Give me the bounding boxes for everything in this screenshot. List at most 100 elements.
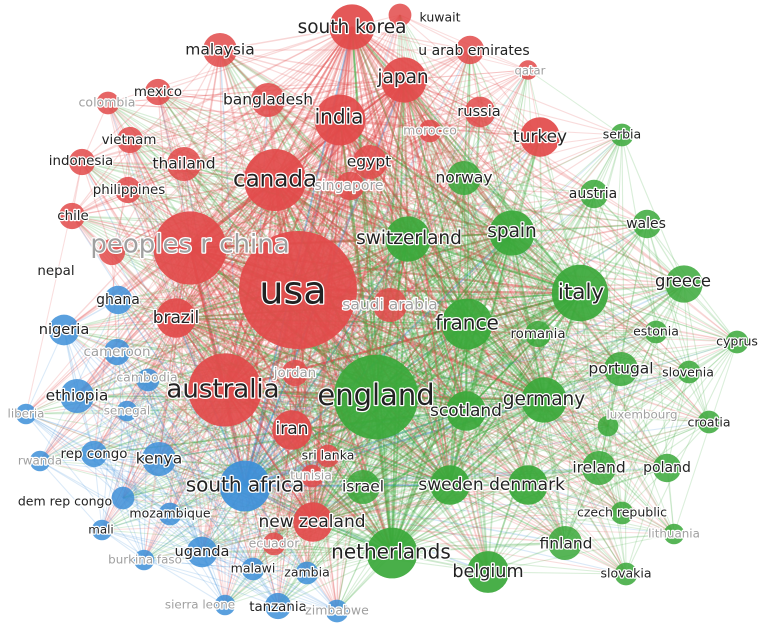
node-germany[interactable] — [521, 377, 567, 423]
node-switzerland[interactable] — [385, 216, 431, 262]
node-egypt[interactable] — [353, 145, 387, 179]
link-switzerland-kuwait — [399, 14, 409, 240]
node-ghana[interactable] — [103, 285, 133, 315]
link-slovenia-uganda — [201, 371, 690, 553]
link-france-uganda — [201, 323, 468, 553]
node-saudi-arabia[interactable] — [373, 288, 407, 322]
link-germany-jordan — [294, 372, 545, 401]
node-israel[interactable] — [346, 470, 380, 504]
node-lithuania[interactable] — [663, 523, 685, 545]
node-ethiopia[interactable] — [60, 379, 94, 413]
node-kenya[interactable] — [142, 442, 176, 476]
node-greece[interactable] — [665, 265, 703, 303]
node-slovenia[interactable] — [677, 360, 701, 384]
node-zambia[interactable] — [295, 561, 319, 585]
node-turkey[interactable] — [520, 117, 560, 157]
node-slovakia[interactable] — [614, 562, 638, 586]
node-ecuador[interactable] — [262, 532, 286, 556]
node-portugal[interactable] — [604, 352, 638, 386]
node-france[interactable] — [441, 298, 493, 350]
node-india[interactable] — [314, 94, 366, 146]
node-england[interactable] — [333, 354, 419, 440]
node-indonesia[interactable] — [68, 148, 96, 176]
node-austria[interactable] — [579, 179, 609, 209]
node-colombia[interactable] — [96, 91, 120, 115]
node-vietnam[interactable] — [116, 126, 144, 154]
node-malaysia[interactable] — [203, 33, 237, 67]
link-germany-russia — [479, 111, 545, 401]
node-tanzania[interactable] — [264, 592, 292, 620]
node-malawi[interactable] — [241, 557, 265, 581]
node-mali[interactable] — [91, 519, 113, 541]
node-romania[interactable] — [524, 320, 552, 348]
node-luxembourg[interactable] — [597, 415, 619, 437]
node-zimbabwe[interactable] — [325, 599, 349, 623]
node-czech-republic[interactable] — [610, 501, 634, 525]
node-mexico[interactable] — [144, 78, 172, 106]
node-tunisia[interactable] — [300, 464, 324, 488]
node-kuwait[interactable] — [388, 3, 412, 27]
node-norway[interactable] — [447, 161, 481, 195]
node-jordan[interactable] — [281, 359, 309, 387]
node-rwanda[interactable] — [29, 450, 51, 472]
node-qatar[interactable] — [518, 60, 538, 80]
node-belgium[interactable] — [467, 551, 509, 593]
node-brazil[interactable] — [156, 298, 196, 338]
node-morocco[interactable] — [418, 119, 442, 143]
node-thailand[interactable] — [167, 147, 201, 181]
node-cameroon[interactable] — [103, 338, 131, 366]
node-burkina-faso[interactable] — [133, 549, 155, 571]
link-netherlands-jordan — [294, 372, 393, 554]
node-mozambique[interactable] — [158, 502, 182, 526]
link-australia-south-korea — [224, 26, 353, 391]
node-uganda[interactable] — [186, 536, 218, 568]
node-japan[interactable] — [381, 57, 427, 103]
link-malaysia-singapore — [219, 49, 351, 187]
node-dem-rep-congo[interactable] — [111, 486, 135, 510]
link-new-zealand-kuwait — [312, 14, 401, 523]
node-chile[interactable] — [58, 202, 86, 230]
node-australia[interactable] — [188, 353, 262, 427]
node-south-korea[interactable] — [329, 4, 375, 50]
label-russia: russia — [457, 103, 500, 120]
node-cyprus[interactable] — [725, 330, 749, 354]
node-new-zealand[interactable] — [293, 502, 333, 542]
node-singapore[interactable] — [335, 171, 365, 201]
node-croatia[interactable] — [697, 410, 721, 434]
link-austria-greece — [593, 193, 685, 285]
link-south-korea-philippines — [127, 26, 353, 191]
node-rep-congo[interactable] — [80, 440, 108, 468]
node-nepal[interactable] — [98, 238, 126, 266]
link-germany-spain — [511, 232, 545, 401]
node-denmark[interactable] — [508, 465, 548, 505]
node-bangladesh[interactable] — [251, 83, 285, 117]
node-scotland[interactable] — [446, 391, 486, 431]
node-netherlands[interactable] — [366, 527, 418, 579]
node-wales[interactable] — [632, 209, 662, 239]
link-spain-netherlands — [391, 232, 513, 554]
node-estonia[interactable] — [644, 320, 668, 344]
node-peoples-r-china[interactable] — [153, 211, 227, 285]
node-senegal[interactable] — [116, 400, 138, 422]
node-finland[interactable] — [548, 526, 582, 560]
node-nigeria[interactable] — [48, 314, 80, 346]
node-canada[interactable] — [244, 149, 306, 211]
node-spain[interactable] — [489, 210, 535, 256]
link-peoples-r-china-mozambique — [169, 247, 191, 515]
node-italy[interactable] — [551, 264, 609, 322]
node-iran[interactable] — [272, 410, 312, 450]
node-cambodia[interactable] — [136, 368, 160, 392]
node-serbia[interactable] — [610, 123, 634, 147]
node-sri-lanka[interactable] — [316, 444, 340, 468]
node-poland[interactable] — [652, 453, 682, 483]
node-russia[interactable] — [464, 96, 496, 128]
node-ireland[interactable] — [582, 451, 616, 485]
node-philippines[interactable] — [114, 176, 142, 204]
node-u-arab-emirates[interactable] — [455, 35, 485, 65]
node-usa[interactable] — [239, 231, 357, 349]
node-sierra-leone[interactable] — [214, 594, 236, 616]
node-liberia[interactable] — [15, 403, 37, 425]
node-sweden[interactable] — [430, 465, 470, 505]
label-romania: romania — [510, 327, 565, 342]
node-south-africa[interactable] — [219, 460, 271, 512]
